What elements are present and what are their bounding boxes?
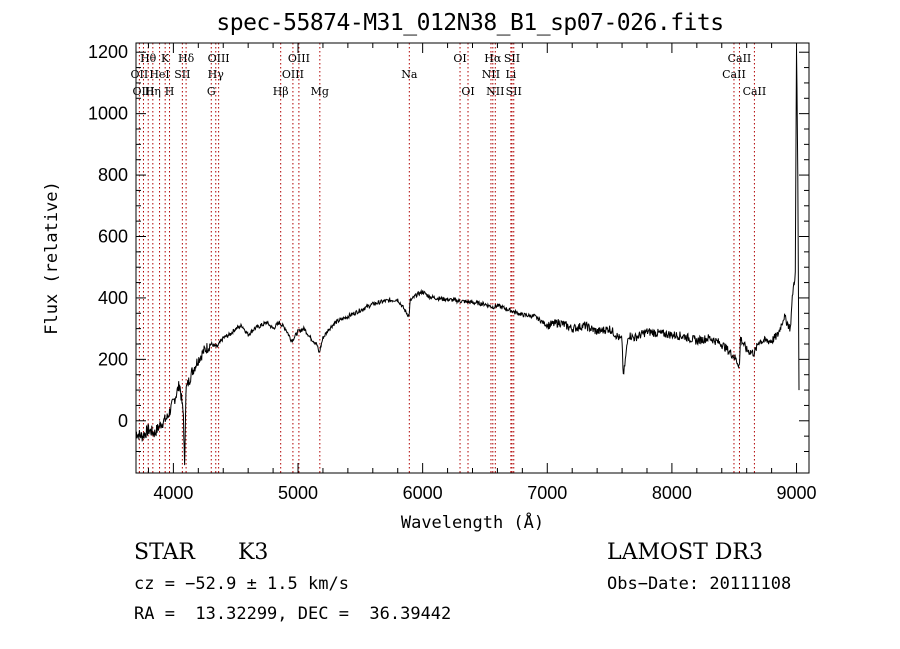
line-label-21: NII	[486, 85, 504, 98]
y-tick-label-4: 800	[98, 165, 128, 185]
y-tick-label-0: 0	[118, 411, 128, 431]
y-tick-label-6: 1200	[88, 42, 128, 62]
y-tick-label-1: 200	[98, 349, 128, 369]
line-label-1: OII	[131, 68, 149, 81]
line-label-9: OIII	[208, 52, 230, 65]
line-label-23: Li	[505, 68, 516, 81]
subclass-label: K3	[238, 540, 269, 565]
line-label-25: CaII	[728, 52, 752, 65]
x-tick-label-2: 6000	[403, 483, 443, 503]
line-labels-layer: Hθ OII OIII K HeI Hη SII H Hδ OIII Hγ G OIII OIII Hβ Mg…	[131, 52, 767, 98]
line-label-20: NII	[482, 68, 500, 81]
x-tick-label-1: 5000	[278, 483, 318, 503]
line-label-18: OI	[461, 85, 474, 98]
cz-value: cz = −52.9 ± 1.5 km/s	[134, 574, 349, 594]
line-label-12: OIII	[288, 52, 310, 65]
line-label-22: SII	[504, 52, 520, 65]
line-label-6: SII	[174, 68, 190, 81]
line-label-15: Mg	[311, 85, 329, 98]
line-label-8: Hδ	[178, 52, 195, 65]
line-label-14: Hβ	[273, 85, 289, 98]
line-label-26: CaII	[722, 68, 746, 81]
x-axis-label: Wavelength (Å)	[401, 511, 544, 533]
coordinates: RA = 13.32299, DEC = 36.39442	[134, 604, 452, 624]
emission-lines-layer	[138, 43, 755, 473]
axes-layer: 4000 5000 6000 7000 8000 9000 0 200 400 600 800 100…	[42, 42, 817, 533]
y-tick-label-5: 1000	[88, 104, 128, 124]
y-axis-label: Flux (relative)	[42, 181, 62, 335]
chart-title: spec-55874-M31_012N38_B1_sp07-026.fits	[216, 10, 724, 36]
spectrum-line	[135, 49, 800, 466]
line-label-27: CaII	[743, 85, 767, 98]
x-tick-label-4: 8000	[652, 483, 692, 503]
line-label-10: Hγ	[208, 68, 225, 81]
obs-date: Obs−Date: 20111108	[607, 574, 792, 594]
x-tick-label-3: 7000	[527, 483, 567, 503]
series-layer	[135, 49, 800, 466]
x-tick-label-0: 4000	[153, 483, 193, 503]
line-label-11: G	[207, 85, 216, 98]
line-label-3: K	[161, 52, 170, 65]
line-label-2: OIII	[132, 85, 154, 98]
y-tick-label-2: 400	[98, 288, 128, 308]
line-label-24: SII	[506, 85, 522, 98]
line-label-4: HeI	[149, 68, 169, 81]
line-label-17: OI	[453, 52, 466, 65]
class-label: STAR	[134, 540, 195, 565]
line-label-19: Hα	[484, 52, 502, 65]
line-label-5: Hη	[145, 85, 161, 98]
y-tick-label-3: 600	[98, 227, 128, 247]
plot-frame	[135, 42, 810, 474]
line-label-13: OIII	[282, 68, 304, 81]
line-label-16: Na	[401, 68, 418, 81]
line-label-0: Hθ	[140, 52, 157, 65]
survey-label: LAMOST DR3	[607, 540, 763, 565]
line-label-7: H	[165, 85, 175, 98]
x-tick-label-5: 9000	[777, 483, 817, 503]
